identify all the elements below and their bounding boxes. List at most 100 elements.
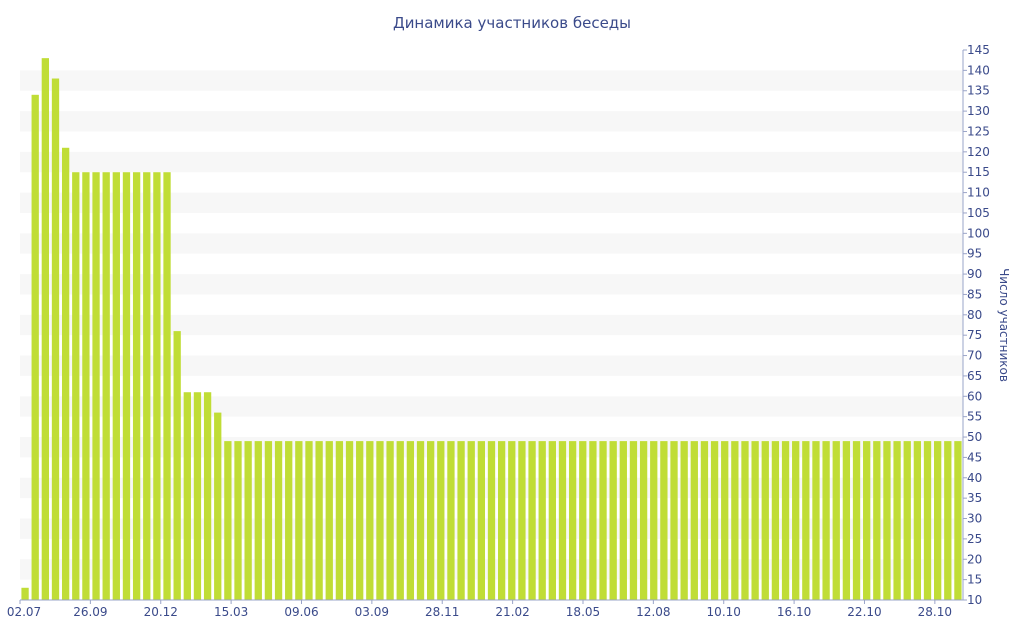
bar[interactable]	[467, 441, 475, 600]
bar[interactable]	[244, 441, 252, 600]
bar[interactable]	[731, 441, 739, 600]
bar[interactable]	[609, 441, 617, 600]
bar[interactable]	[792, 441, 800, 600]
bar[interactable]	[579, 441, 587, 600]
bar[interactable]	[487, 441, 496, 600]
bar[interactable]	[721, 441, 729, 600]
bar[interactable]	[670, 441, 678, 600]
bar[interactable]	[781, 441, 790, 600]
bar[interactable]	[61, 147, 70, 600]
bar[interactable]	[82, 172, 90, 600]
y-tick-label: 105	[967, 206, 990, 220]
bar[interactable]	[264, 441, 273, 600]
bar[interactable]	[406, 441, 415, 600]
bar[interactable]	[416, 441, 425, 600]
bar[interactable]	[700, 441, 709, 600]
bar[interactable]	[528, 441, 536, 600]
bar[interactable]	[254, 441, 262, 600]
bar[interactable]	[548, 441, 556, 600]
bar[interactable]	[589, 441, 597, 600]
y-ticks-layer: 10 15 20 25 30 35 40 45 50 55 60 65 70 75 80 85 90 95 100 1…	[963, 43, 990, 607]
bar[interactable]	[305, 441, 313, 600]
bar[interactable]	[396, 441, 404, 600]
bar[interactable]	[447, 441, 455, 600]
bar[interactable]	[153, 172, 161, 600]
bar[interactable]	[41, 58, 49, 600]
bars-layer	[21, 58, 962, 600]
bar[interactable]	[923, 441, 932, 600]
x-tick-label: 28.10	[918, 605, 952, 619]
bar[interactable]	[132, 172, 141, 600]
bar[interactable]	[497, 441, 506, 600]
bar[interactable]	[234, 441, 242, 600]
bar[interactable]	[477, 441, 486, 600]
bar[interactable]	[183, 392, 191, 600]
bar[interactable]	[366, 441, 374, 600]
bar[interactable]	[112, 172, 120, 600]
bar[interactable]	[518, 441, 526, 600]
bar[interactable]	[893, 441, 901, 600]
bar[interactable]	[92, 172, 100, 600]
bar[interactable]	[660, 441, 668, 600]
bar[interactable]	[295, 441, 303, 600]
bar[interactable]	[690, 441, 698, 600]
bar[interactable]	[51, 78, 60, 600]
bar[interactable]	[386, 441, 394, 600]
bar[interactable]	[143, 172, 151, 600]
bar[interactable]	[741, 441, 749, 600]
bar[interactable]	[508, 441, 516, 600]
bar[interactable]	[72, 172, 80, 600]
bar[interactable]	[842, 441, 851, 600]
x-tick-label: 15.03	[214, 605, 248, 619]
bar[interactable]	[122, 172, 131, 600]
bar[interactable]	[822, 441, 830, 600]
bar[interactable]	[619, 441, 627, 600]
bar[interactable]	[427, 441, 435, 600]
bar[interactable]	[325, 441, 333, 600]
bar[interactable]	[751, 441, 759, 600]
bar[interactable]	[934, 441, 942, 600]
bar[interactable]	[356, 441, 364, 600]
bar[interactable]	[629, 441, 638, 600]
bar[interactable]	[558, 441, 567, 600]
bar[interactable]	[437, 441, 445, 600]
bar[interactable]	[315, 441, 323, 600]
bar[interactable]	[944, 441, 952, 600]
bar[interactable]	[832, 441, 840, 600]
bar[interactable]	[883, 441, 891, 600]
bar[interactable]	[568, 441, 577, 600]
bar[interactable]	[335, 441, 344, 600]
bar[interactable]	[863, 441, 871, 600]
bar[interactable]	[193, 392, 202, 600]
bar[interactable]	[21, 587, 29, 600]
bar[interactable]	[274, 441, 283, 600]
bar[interactable]	[680, 441, 688, 600]
bar[interactable]	[913, 441, 922, 600]
bar[interactable]	[761, 441, 769, 600]
bar[interactable]	[954, 441, 962, 600]
bar[interactable]	[345, 441, 354, 600]
bar[interactable]	[214, 412, 222, 600]
bar[interactable]	[538, 441, 546, 600]
bar[interactable]	[650, 441, 658, 600]
bar[interactable]	[903, 441, 911, 600]
bar[interactable]	[102, 172, 110, 600]
bar[interactable]	[203, 392, 212, 600]
y-tick-label: 30	[967, 512, 982, 526]
bar[interactable]	[457, 441, 465, 600]
bar[interactable]	[873, 441, 881, 600]
bar[interactable]	[285, 441, 293, 600]
bar[interactable]	[376, 441, 384, 600]
bar[interactable]	[852, 441, 861, 600]
bar[interactable]	[31, 94, 39, 600]
bar[interactable]	[812, 441, 820, 600]
bar[interactable]	[771, 441, 780, 600]
bar[interactable]	[224, 441, 232, 600]
bar[interactable]	[639, 441, 648, 600]
bar[interactable]	[802, 441, 810, 600]
bar[interactable]	[599, 441, 607, 600]
bar[interactable]	[163, 172, 171, 600]
bar[interactable]	[173, 331, 181, 600]
bar[interactable]	[710, 441, 719, 600]
x-tick-label: 28.11	[425, 605, 459, 619]
